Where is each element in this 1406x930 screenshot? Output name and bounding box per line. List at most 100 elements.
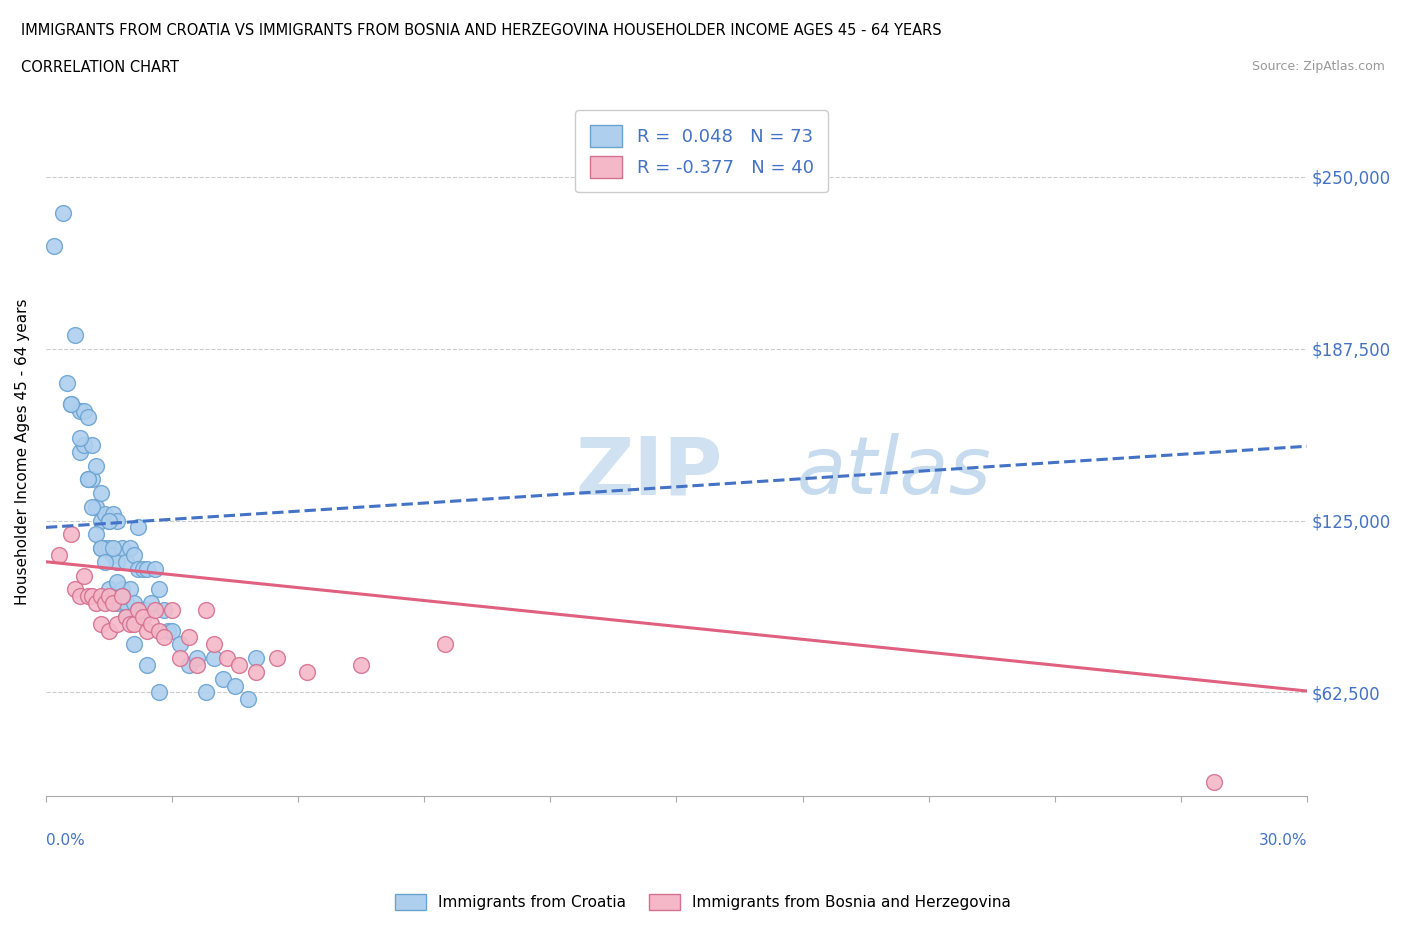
Point xyxy=(69,589,91,604)
Point xyxy=(114,554,136,569)
Point xyxy=(107,617,129,631)
Point xyxy=(139,617,162,631)
Point xyxy=(177,630,200,644)
Point xyxy=(52,205,75,219)
Point xyxy=(127,561,149,576)
Point xyxy=(135,561,157,576)
Point xyxy=(90,617,112,631)
Point xyxy=(118,540,141,555)
Point xyxy=(90,540,112,555)
Point xyxy=(202,651,225,666)
Point xyxy=(148,623,170,638)
Point xyxy=(82,499,104,514)
Legend: Immigrants from Croatia, Immigrants from Bosnia and Herzegovina: Immigrants from Croatia, Immigrants from… xyxy=(388,886,1018,918)
Point xyxy=(65,327,87,342)
Point xyxy=(143,561,166,576)
Point xyxy=(114,609,136,624)
Point xyxy=(73,437,96,452)
Point xyxy=(107,595,129,610)
Point xyxy=(103,506,125,521)
Point xyxy=(98,623,121,638)
Text: Source: ZipAtlas.com: Source: ZipAtlas.com xyxy=(1251,60,1385,73)
Point xyxy=(169,637,191,652)
Point xyxy=(194,685,217,700)
Point xyxy=(135,658,157,672)
Point xyxy=(122,637,145,652)
Text: CORRELATION CHART: CORRELATION CHART xyxy=(21,60,179,75)
Point xyxy=(98,540,121,555)
Point xyxy=(194,603,217,618)
Point xyxy=(69,431,91,445)
Point xyxy=(94,506,117,521)
Point xyxy=(245,651,267,666)
Point xyxy=(111,589,134,604)
Point xyxy=(90,485,112,500)
Point xyxy=(56,376,79,391)
Point xyxy=(118,617,141,631)
Point xyxy=(90,589,112,604)
Point xyxy=(94,595,117,610)
Point xyxy=(65,582,87,597)
Point xyxy=(148,685,170,700)
Text: 30.0%: 30.0% xyxy=(1258,833,1308,848)
Point xyxy=(69,403,91,418)
Point xyxy=(215,651,238,666)
Point xyxy=(44,238,66,253)
Text: IMMIGRANTS FROM CROATIA VS IMMIGRANTS FROM BOSNIA AND HERZEGOVINA HOUSEHOLDER IN: IMMIGRANTS FROM CROATIA VS IMMIGRANTS FR… xyxy=(21,23,942,38)
Point xyxy=(103,595,125,610)
Point xyxy=(143,603,166,618)
Point xyxy=(86,595,108,610)
Point xyxy=(73,568,96,583)
Point xyxy=(77,472,100,486)
Point xyxy=(131,609,153,624)
Point xyxy=(107,554,129,569)
Point xyxy=(98,589,121,604)
Point xyxy=(160,623,183,638)
Point xyxy=(60,396,83,411)
Point xyxy=(122,595,145,610)
Point xyxy=(82,472,104,486)
Point xyxy=(103,548,125,563)
Point xyxy=(434,637,457,652)
Point xyxy=(266,651,288,666)
Point xyxy=(86,526,108,541)
Point xyxy=(48,548,70,563)
Point xyxy=(245,664,267,679)
Point xyxy=(77,472,100,486)
Point xyxy=(186,651,208,666)
Point xyxy=(131,603,153,618)
Point xyxy=(127,603,149,618)
Point xyxy=(107,575,129,590)
Text: atlas: atlas xyxy=(796,433,991,512)
Point xyxy=(177,658,200,672)
Point xyxy=(111,540,134,555)
Point xyxy=(77,410,100,425)
Point xyxy=(98,582,121,597)
Point xyxy=(122,548,145,563)
Point xyxy=(122,617,145,631)
Point xyxy=(118,582,141,597)
Point xyxy=(94,540,117,555)
Point xyxy=(103,540,125,555)
Point xyxy=(202,637,225,652)
Point xyxy=(86,499,108,514)
Point xyxy=(350,658,373,672)
Point xyxy=(86,458,108,473)
Point xyxy=(295,664,318,679)
Point xyxy=(73,403,96,418)
Point xyxy=(131,561,153,576)
Y-axis label: Householder Income Ages 45 - 64 years: Householder Income Ages 45 - 64 years xyxy=(15,299,30,605)
Point xyxy=(1204,775,1226,790)
Point xyxy=(228,658,250,672)
Point xyxy=(107,513,129,528)
Point xyxy=(94,554,117,569)
Point xyxy=(60,526,83,541)
Point xyxy=(60,396,83,411)
Point xyxy=(169,651,191,666)
Legend: R =  0.048   N = 73, R = -0.377   N = 40: R = 0.048 N = 73, R = -0.377 N = 40 xyxy=(575,110,828,193)
Point xyxy=(114,609,136,624)
Point xyxy=(148,582,170,597)
Point xyxy=(69,445,91,459)
Point xyxy=(111,582,134,597)
Point xyxy=(211,671,233,686)
